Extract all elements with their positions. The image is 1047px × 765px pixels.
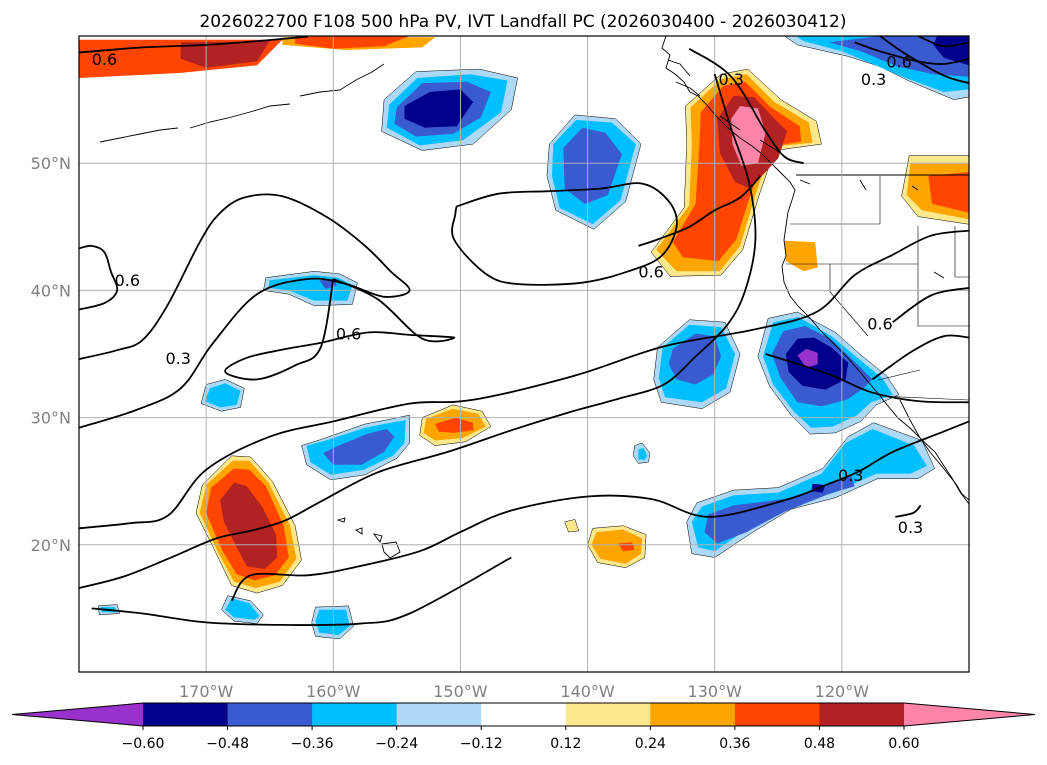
pv-contour-line [451,182,678,286]
lon-tick-label: 140°W [560,682,615,701]
mexico-border [879,395,969,401]
contour-label: 0.6 [867,314,892,333]
colorbar-tick-label: −0.60 [122,736,165,752]
colorbar-tick-label: −0.36 [291,736,334,752]
pv-contour-line [91,556,512,627]
colorbar-segment [734,703,820,726]
pv-contour-line [230,420,969,602]
colorbar-tick-label: 0.36 [719,736,750,752]
pc-fill-region [435,417,474,433]
pv-contour-line [638,175,762,247]
pc-fill-region [225,598,260,620]
graticule [79,36,969,672]
pc-fill-region [204,383,241,408]
longitude-tick-labels: 170°W 160°W 150°W 140°W 130°W 120°W [179,682,869,701]
pv-contour-line [224,278,456,381]
lat-tick-label: 40°N [31,281,71,300]
pv-contour-line [688,47,804,165]
pc-fill-region [784,240,818,272]
pv-contours [79,36,969,627]
colorbar-tick-label: 0.60 [888,736,919,752]
colorbar-segment [396,703,482,726]
colorbar-tick-label: 0.12 [550,736,581,752]
pc-fill-region [928,172,969,213]
pc-fill-region [563,127,622,204]
map-panel: 0.60.30.60.30.6 0.60.60.30.60.30.3 [78,35,970,673]
contour-label: 0.6 [115,271,140,290]
lat-tick-label: 20°N [31,536,71,555]
pv-contour-line [79,244,119,311]
pv-contour-line [892,287,969,323]
filled-pc-field [79,36,969,640]
contour-label: 0.3 [861,70,886,89]
contour-labels: 0.60.30.60.30.6 0.60.60.30.60.30.3 [92,50,924,537]
contour-label: 0.6 [336,325,361,344]
lat-tick-label: 50°N [31,154,71,173]
pv-contour-line [895,504,922,518]
colorbar-extend-min [12,703,143,726]
figure-title: 2026022700 F108 500 hPa PV, IVT Landfall… [199,12,846,32]
colorbar-tick-label: 0.24 [635,736,666,752]
colorbar: −0.60 −0.48 −0.36 −0.24 −0.12 0.12 0.24 0.36 0.4… [11,702,1036,752]
coastlines-and-borders [99,36,969,559]
contour-label: 0.3 [898,518,923,537]
colorbar-tick-label: −0.24 [375,736,418,752]
north-america-coastline [661,36,969,505]
pv-contour-line [79,73,757,589]
colorbar-tick-label: −0.12 [460,736,503,752]
hawaii-islands [336,517,401,559]
colorbar-segment [650,703,736,726]
pv-contour-line [79,36,308,54]
contour-label: 0.6 [92,50,117,69]
pc-fill-region [668,333,722,385]
contour-label: 0.3 [719,70,744,89]
contour-label: 0.3 [165,349,190,368]
pc-fill-region [295,36,410,49]
contour-label: 0.6 [638,262,663,281]
pv-contour-line [879,36,969,84]
map-frame [78,35,970,673]
colorbar-segment [312,703,398,726]
pc-fill-region [591,529,643,564]
pc-fill-region [323,429,395,465]
colorbar-segment [227,703,313,726]
pv-contour-line [79,229,969,530]
pc-fill-region [638,448,648,460]
alaska-aleutians [99,63,385,143]
lon-tick-label: 160°W [306,682,361,701]
pc-fill-region [220,482,278,569]
pc-fill-region [404,89,474,128]
pv-contour-line [79,193,411,429]
pv-contour-line [917,36,969,48]
contour-label: 0.3 [838,466,863,485]
pv-contour-line [871,334,969,381]
baja-gulf-coast [899,399,969,501]
state-borders [786,176,969,381]
colorbar-segment [565,703,651,726]
colorbar-tick-label: −0.48 [206,736,249,752]
lat-tick-label: 30°N [31,409,71,428]
colorbar-tick-label: 0.48 [804,736,835,752]
lon-tick-label: 130°W [688,682,743,701]
pc-fill-region [933,36,969,66]
lon-tick-label: 150°W [433,682,488,701]
pc-fill-region [315,609,350,636]
pc-fill-region [180,41,270,68]
colorbar-segment [481,703,567,726]
latitude-tick-labels: 20°N 30°N 40°N 50°N [31,154,71,555]
contour-label: 0.6 [886,52,911,71]
pc-fill-region [564,519,580,533]
lon-tick-label: 170°W [179,682,234,701]
colorbar-segment [819,703,905,726]
pc-fill-region [797,348,818,368]
colorbar-segment [143,703,229,726]
lon-tick-label: 120°W [815,682,870,701]
pv-contour-line [765,353,969,404]
colorbar-extend-max [904,703,1035,726]
